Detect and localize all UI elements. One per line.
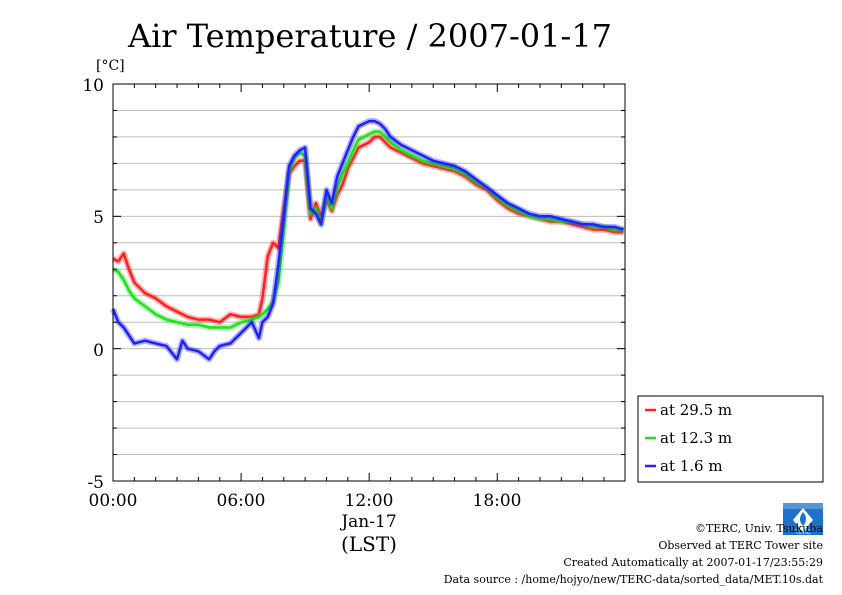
series-line-2 <box>111 119 624 361</box>
legend-label-12-3m: at 12.3 m <box>660 429 732 447</box>
chart-title: Air Temperature / 2007-01-17 <box>127 17 612 55</box>
terc-logo: TERC <box>783 503 823 536</box>
legend-box <box>637 395 824 483</box>
x-tick-label-0600: 06:00 <box>217 491 266 511</box>
series-line-0 <box>112 135 624 324</box>
series-line-1 <box>112 130 624 329</box>
credit-site: Observed at TERC Tower site <box>658 539 823 552</box>
y-axis-unit: [°C] <box>96 58 125 74</box>
x-tick-label-0000: 00:00 <box>89 491 138 511</box>
legend-label-1-6m: at 1.6 m <box>660 457 723 475</box>
credit-created: Created Automatically at 2007-01-17/23:5… <box>563 556 823 569</box>
x-axis-label: (LST) <box>341 532 397 556</box>
y-tick-label-5: 5 <box>93 208 104 228</box>
x-tick-label-1200: 12:00 <box>345 491 394 511</box>
axis-ticks <box>112 83 625 482</box>
x-tick-label-1800: 18:00 <box>473 491 522 511</box>
credit-source: Data source : /home/hojyo/new/TERC-data/… <box>444 573 824 586</box>
legend: at 29.5 m at 12.3 m at 1.6 m <box>637 395 824 483</box>
x-axis-date: Jan-17 <box>339 512 396 532</box>
y-tick-label-0: 0 <box>93 341 104 361</box>
y-tick-label-minus-5: -5 <box>87 473 104 493</box>
series-layer <box>110 118 625 363</box>
terc-logo-text: TERC <box>794 529 811 536</box>
y-tick-label-10: 10 <box>82 76 104 96</box>
legend-label-29-5m: at 29.5 m <box>660 401 732 419</box>
credit-copyright: ©TERC, Univ. Tsukuba <box>695 522 823 535</box>
